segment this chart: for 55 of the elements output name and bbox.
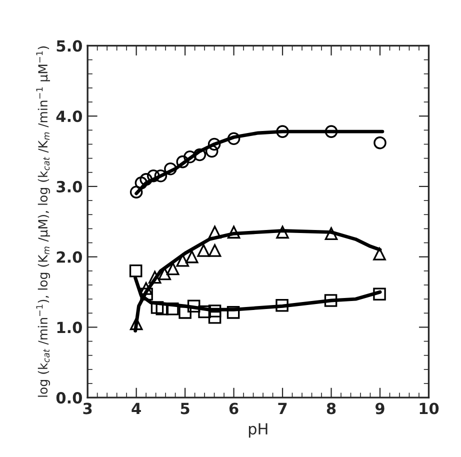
point <box>184 150 196 164</box>
point <box>324 294 338 307</box>
point <box>129 264 142 278</box>
point <box>130 317 143 330</box>
point <box>198 305 211 318</box>
point <box>140 173 152 186</box>
y-tick-label: 3.0 <box>56 180 82 192</box>
x-tick-label: 5 <box>180 402 190 414</box>
point <box>130 186 143 198</box>
point <box>166 262 180 276</box>
x-tick-label: 8 <box>326 402 336 414</box>
point <box>178 306 192 319</box>
point <box>227 226 240 239</box>
point <box>373 248 386 260</box>
point <box>197 244 210 257</box>
y-tick-label: 4.0 <box>56 110 82 122</box>
text: log (k$_{cat}$ /min$^{−1}$), log (K$_{m}$ /μM), log (k$_{cat}$ /K$_{m}$ /min$^{−1}$ μM$^{−1}$) <box>36 46 50 397</box>
point <box>158 267 171 280</box>
x-tick-label: 9 <box>375 402 384 414</box>
point <box>324 227 338 240</box>
x-axis-title: pH <box>248 423 268 438</box>
y-tick-label: 0.0 <box>56 392 82 404</box>
point <box>276 226 289 239</box>
point <box>176 155 190 168</box>
y-tick-label: 5.0 <box>56 40 82 52</box>
point <box>193 148 206 162</box>
x-tick-label: 10 <box>420 402 439 414</box>
x-tick-label: 6 <box>229 402 238 414</box>
point <box>276 125 289 138</box>
point <box>324 125 338 138</box>
point <box>164 162 177 176</box>
x-tick-label: 3 <box>83 402 92 414</box>
point <box>374 136 386 150</box>
point <box>208 226 222 239</box>
x-tick-label: 7 <box>278 402 287 414</box>
point <box>185 250 198 264</box>
point <box>154 170 168 182</box>
point <box>176 254 190 267</box>
point <box>208 244 222 257</box>
point <box>150 301 164 314</box>
x-tick-label: 4 <box>132 402 141 414</box>
point <box>227 132 240 145</box>
point <box>134 176 148 190</box>
point <box>205 144 218 158</box>
y-tick-label: 2.0 <box>56 251 82 263</box>
point <box>208 310 222 324</box>
point <box>187 300 200 312</box>
point <box>276 299 288 312</box>
y-tick-label: 1.0 <box>57 322 82 334</box>
point <box>226 306 240 319</box>
point <box>373 288 386 301</box>
point <box>148 270 162 284</box>
point <box>166 302 179 316</box>
point <box>208 304 222 318</box>
point <box>208 138 221 151</box>
